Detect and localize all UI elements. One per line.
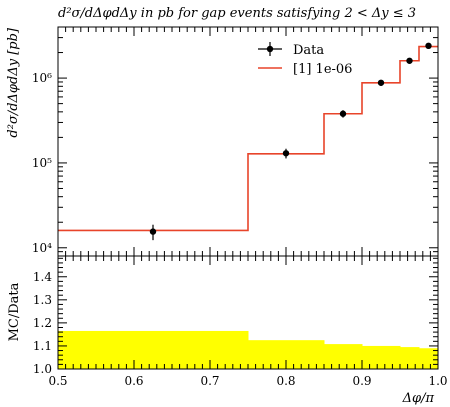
ratio-band-bin (419, 348, 439, 369)
y-tick-label: 10⁴ (32, 241, 52, 255)
ratio-y-tick-label: 1.3 (33, 293, 52, 307)
ratio-y-tick-label: 1.4 (33, 270, 52, 284)
data-point (282, 150, 290, 157)
ratio-ticks: 1.0 1.1 1.2 1.3 1.4 0.5 0.6 0.7 0.8 0.9 1.0 (33, 256, 448, 388)
legend-data-marker (266, 45, 274, 53)
y-tick-label: 10⁵ (32, 156, 52, 170)
ratio-y-tick-label: 1.0 (33, 362, 52, 376)
y-tick-label: 10⁶ (32, 71, 52, 85)
x-tick-label: 0.8 (276, 374, 295, 388)
ratio-band (58, 330, 439, 369)
ratio-y-tick-label: 1.2 (33, 316, 52, 330)
ratio-band-bin (324, 344, 363, 369)
ratio-band-bin (362, 345, 401, 369)
ratio-y-axis-label: MC/Data (7, 282, 22, 341)
x-axis-label: Δφ/π (402, 391, 435, 406)
data-point (406, 57, 413, 64)
x-tick-label: 0.7 (200, 374, 219, 388)
mc-histogram-line (58, 45, 438, 232)
ratio-y-tick-label: 1.1 (33, 339, 52, 353)
ratio-band-bin (400, 347, 420, 369)
legend-mc-label: [1] 1e-06 (293, 62, 352, 77)
ratio-frame (57, 255, 439, 370)
data-point (339, 110, 347, 117)
main-y-axis-label: d²σ/dΔφdΔy [pb] (6, 27, 21, 138)
mc-step-histogram (58, 45, 438, 232)
legend-data-label: Data (293, 43, 324, 58)
x-tick-label: 0.6 (124, 374, 143, 388)
data-point (149, 228, 157, 235)
x-tick-label: 0.5 (48, 374, 67, 388)
data-point (377, 79, 385, 86)
data-point (425, 42, 432, 50)
data-points (149, 42, 432, 241)
main-ticks: 10⁴ 10⁵ 10⁶ (32, 26, 439, 257)
x-tick-label: 0.9 (352, 374, 371, 388)
ratio-band-bin (58, 330, 249, 369)
legend: Data [1] 1e-06 (258, 42, 352, 77)
x-tick-label: 1.0 (428, 374, 447, 388)
chart-title: d²σ/dΔφdΔy in pb for gap events satisfyi… (58, 6, 416, 21)
